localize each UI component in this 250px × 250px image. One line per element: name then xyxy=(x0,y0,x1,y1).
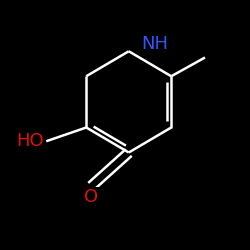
Text: NH: NH xyxy=(141,35,168,53)
Text: HO: HO xyxy=(16,132,44,150)
Text: O: O xyxy=(84,188,98,206)
